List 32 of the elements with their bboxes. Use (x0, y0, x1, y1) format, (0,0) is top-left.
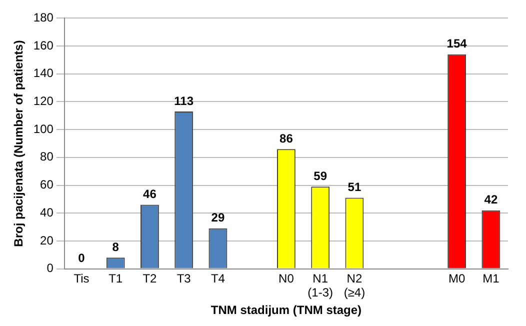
data-label: 0 (78, 251, 86, 266)
y-tick-label: 100 (33, 122, 54, 136)
x-tick-label: M0 (448, 271, 466, 286)
data-label: 86 (280, 131, 294, 146)
x-tick-label: T1 (108, 271, 123, 286)
x-tick-label: N1 (1-3) (308, 271, 334, 300)
y-tick-label: 140 (33, 66, 54, 80)
x-tick-label: T4 (210, 271, 226, 286)
x-tick-label: N2 (≥4) (344, 271, 366, 300)
data-label: 51 (348, 180, 362, 194)
x-tick-label: T3 (176, 271, 192, 286)
y-tick-label: 80 (40, 150, 54, 164)
y-tick-label: 160 (33, 38, 54, 52)
y-tick-label: 20 (40, 233, 54, 248)
y-axis-title: Broj pacijenata (Number of patients) (12, 40, 26, 247)
data-label: 8 (112, 240, 120, 254)
y-tick-label: 180 (33, 10, 54, 25)
data-label: 113 (174, 94, 194, 108)
x-tick-label: T2 (142, 271, 158, 286)
data-label: 42 (484, 192, 498, 207)
x-tick-label: Tis (74, 271, 90, 286)
data-label: 29 (211, 210, 225, 225)
x-axis-title: TNM stadijum (TNM stage) (210, 303, 362, 318)
y-tick-label: 0 (46, 261, 54, 276)
x-tick-label: M1 (482, 271, 500, 286)
data-label: 46 (143, 187, 157, 202)
x-tick-label: N0 (278, 271, 294, 286)
data-label: 154 (446, 36, 468, 51)
y-tick-label: 40 (40, 205, 54, 220)
data-label: 59 (314, 168, 328, 183)
y-tick-label: 120 (33, 94, 54, 108)
y-tick-label: 60 (40, 178, 54, 192)
